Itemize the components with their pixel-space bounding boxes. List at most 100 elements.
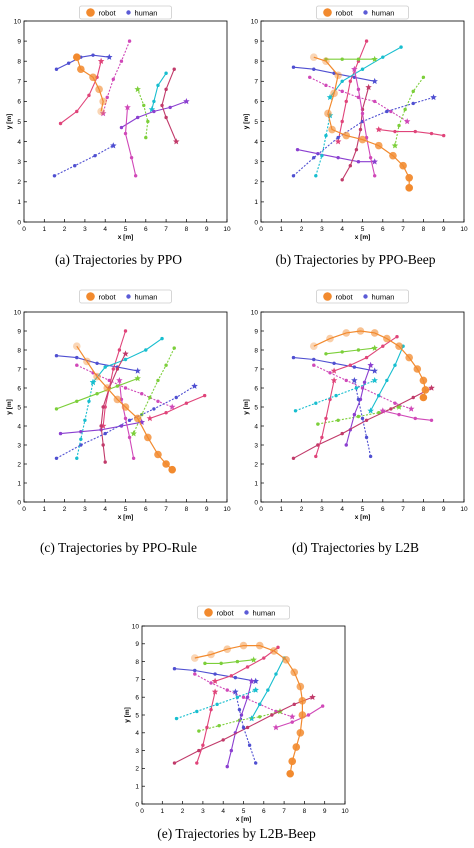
- human-goal-star: [99, 422, 107, 429]
- robot-point: [356, 327, 365, 335]
- x-tick-label: 9: [205, 226, 209, 233]
- human-point: [245, 725, 250, 730]
- x-tick-label: 1: [42, 226, 46, 233]
- human-point: [354, 386, 359, 390]
- x-tick-label: 1: [279, 226, 283, 233]
- human-point: [201, 743, 205, 747]
- human-trajectory: [295, 147, 378, 165]
- robot-trajectory: [72, 342, 176, 474]
- human-point: [385, 378, 389, 383]
- human-point: [377, 393, 381, 398]
- human-point: [101, 405, 105, 409]
- robot-point: [154, 450, 162, 459]
- human-point: [429, 131, 434, 136]
- human-point: [320, 704, 325, 708]
- x-tick-label: 6: [262, 808, 266, 815]
- caption-ppo-rule: (c) Trajectories by PPO-Rule: [39, 540, 198, 555]
- human-trajectory: [54, 382, 198, 460]
- x-tick-label: 3: [320, 506, 324, 513]
- human-point: [193, 668, 197, 673]
- human-goal-star: [89, 378, 97, 386]
- human-trajectory: [344, 361, 374, 447]
- human-point: [172, 761, 177, 765]
- robot-point: [133, 414, 142, 423]
- human-point: [291, 174, 296, 178]
- legend-robot-marker: [323, 8, 332, 17]
- trajectory-plot-ppo: robot human 0 1 2 3 4 5 6 7 8 9 10 0 1 2 3 4 5 6 7 8 9 10 x [m] y…: [6, 5, 231, 241]
- human-point: [245, 665, 250, 669]
- human-point: [213, 672, 217, 676]
- y-tick-label: 8: [135, 659, 139, 666]
- robot-point: [207, 650, 215, 659]
- human-goal-star: [134, 375, 141, 382]
- human-point: [381, 344, 385, 348]
- robot-point: [144, 433, 152, 442]
- robot-point: [95, 85, 103, 94]
- human-point: [360, 416, 365, 421]
- x-tick-label: 2: [63, 506, 67, 513]
- human-goal-star: [191, 382, 198, 389]
- legend-robot-label: robot: [336, 293, 354, 302]
- y-tick-label: 2: [17, 179, 21, 186]
- human-goal-star: [173, 138, 180, 145]
- human-point: [377, 411, 381, 415]
- human-point: [352, 75, 357, 79]
- y-tick-label: 6: [17, 99, 21, 106]
- y-tick-label: 6: [135, 695, 139, 702]
- legend-box: [197, 605, 290, 620]
- human-point: [123, 131, 128, 136]
- human-point: [164, 71, 168, 75]
- x-tick-label: 6: [381, 506, 385, 513]
- y-tick-label: 10: [132, 623, 140, 630]
- human-point: [316, 422, 320, 426]
- x-tick-label: 4: [221, 808, 225, 815]
- human-goal-star: [248, 677, 255, 684]
- y-tick-label: 0: [254, 499, 258, 506]
- human-goal-star: [365, 83, 372, 91]
- plot-frame: [141, 625, 346, 805]
- robot-point: [419, 376, 428, 385]
- human-goal-star: [367, 407, 374, 414]
- human-point: [290, 720, 294, 724]
- human-trajectory: [324, 344, 378, 356]
- legend-human-label: human: [372, 9, 395, 18]
- human-point: [127, 418, 132, 422]
- human-point: [411, 395, 415, 400]
- x-tick-label: 0: [259, 506, 263, 513]
- x-tick-label: 7: [164, 226, 168, 233]
- y-tick-label: 10: [251, 309, 259, 316]
- human-point: [324, 352, 328, 356]
- human-point: [324, 83, 328, 88]
- human-goal-star: [367, 361, 374, 368]
- human-goal-star: [124, 104, 131, 111]
- human-trajectory: [195, 688, 219, 765]
- legend-box: [316, 289, 409, 304]
- human-goal-star: [99, 110, 107, 117]
- x-tick-label: 8: [422, 226, 426, 233]
- human-trajectory: [375, 126, 446, 138]
- human-point: [54, 354, 59, 358]
- y-axis-label: y [m]: [6, 114, 13, 130]
- human-point: [209, 681, 213, 685]
- legend-robot-marker: [204, 608, 213, 617]
- y-tick-label: 3: [135, 748, 139, 755]
- human-point: [397, 123, 401, 128]
- human-path: [149, 395, 205, 419]
- x-tick-label: 5: [124, 226, 128, 233]
- robot-point: [103, 384, 112, 392]
- y-tick-label: 4: [17, 139, 21, 146]
- legend: robot human: [316, 289, 409, 304]
- human-trajectory: [291, 65, 378, 85]
- human-point: [312, 363, 316, 367]
- legend: robot human: [79, 289, 172, 304]
- robot-point: [77, 65, 85, 74]
- x-tick-label: 3: [320, 226, 324, 233]
- human-point: [197, 748, 201, 753]
- human-path: [102, 330, 127, 427]
- human-point: [148, 395, 152, 400]
- human-point: [129, 155, 134, 160]
- legend-robot-label: robot: [99, 9, 117, 18]
- human-trajectory: [291, 94, 437, 178]
- x-axis-label: x [m]: [118, 234, 134, 241]
- human-point: [105, 95, 109, 100]
